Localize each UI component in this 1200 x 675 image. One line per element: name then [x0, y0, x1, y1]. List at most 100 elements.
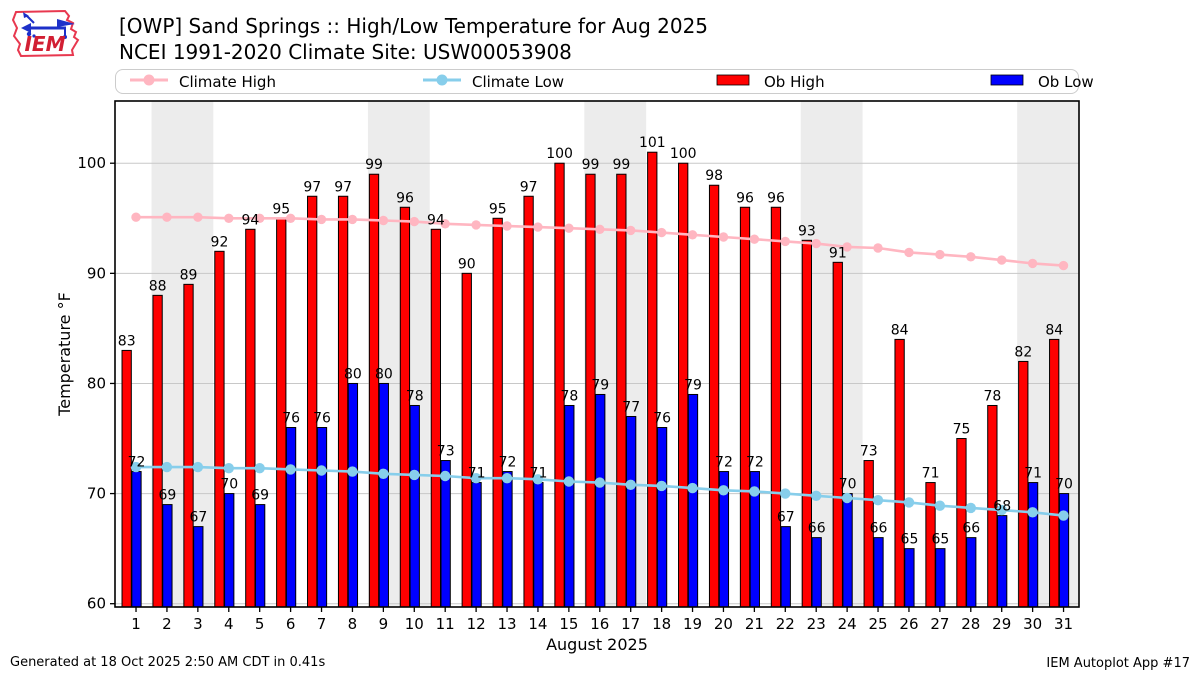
x-tick-label: 18	[652, 615, 671, 633]
climate-high-marker	[564, 223, 574, 233]
ob-high-value-label: 95	[272, 201, 290, 217]
ob-low-bar	[502, 471, 513, 608]
x-tick-label: 28	[961, 615, 980, 633]
climate-low-marker	[316, 465, 327, 476]
climate-high-marker	[285, 213, 296, 223]
x-tick-label: 5	[255, 615, 265, 633]
legend: Climate High Climate Low Ob High Ob Low	[115, 69, 1094, 94]
climate-low-marker	[1058, 510, 1069, 521]
ob-low-bar	[193, 526, 204, 608]
climate-low-marker	[470, 473, 482, 484]
ob-high-bar	[121, 349, 132, 608]
ob-low-bar	[873, 537, 884, 608]
ob-high-bar	[430, 228, 441, 608]
ob-low-value-label: 65	[931, 532, 949, 548]
ob-high-bar	[647, 151, 658, 608]
climate-low-marker	[254, 463, 265, 474]
ob-high-patch-swatch	[713, 72, 755, 92]
x-tick-label: 1	[131, 615, 141, 633]
y-tick-label: 90	[87, 264, 106, 282]
x-tick-label: 23	[807, 615, 826, 633]
ob-high-value-label: 96	[767, 190, 785, 206]
x-tick-label: 10	[405, 615, 424, 633]
x-tick-label: 30	[1023, 615, 1042, 633]
ob-high-bar	[554, 162, 565, 608]
climate-low-marker	[996, 504, 1007, 516]
ob-high-value-label: 100	[546, 146, 573, 162]
ob-high-value-label: 97	[334, 179, 352, 195]
generated-timestamp: Generated at 18 Oct 2025 2:50 AM CDT in …	[10, 655, 326, 670]
ob-high-value-label: 98	[705, 168, 723, 184]
ob-low-value-label: 70	[839, 477, 857, 493]
ob-high-bar	[801, 239, 813, 608]
ob-low-bar	[687, 393, 699, 608]
climate-high-marker	[471, 220, 481, 230]
climate-low-marker	[841, 492, 853, 504]
climate-high-line-swatch	[128, 72, 170, 92]
ob-low-value-label: 78	[560, 388, 578, 404]
ob-low-value-label: 70	[1055, 477, 1073, 493]
ob-low-patch-swatch	[987, 72, 1029, 92]
legend-label: Ob High	[764, 72, 825, 91]
ob-low-bar	[656, 427, 668, 608]
ob-low-bar	[224, 493, 235, 608]
ob-low-value-label: 66	[870, 521, 888, 537]
ob-high-value-label: 90	[458, 256, 476, 272]
climate-high-marker	[533, 222, 543, 232]
ob-high-bar	[183, 283, 194, 608]
x-tick-label: 24	[838, 615, 857, 633]
x-tick-label: 25	[868, 615, 887, 633]
legend-entry-climate-high: Climate High	[128, 70, 276, 93]
climate-high-marker	[193, 212, 203, 222]
x-tick-label: 14	[528, 615, 547, 633]
app-credit: IEM Autoplot App #17	[1046, 656, 1190, 671]
x-tick-label: 22	[776, 615, 795, 633]
ob-high-value-label: 96	[396, 190, 414, 206]
ob-low-bar	[966, 537, 977, 608]
climate-high-marker	[378, 215, 389, 226]
y-tick-label: 70	[87, 485, 106, 503]
ob-high-bar	[770, 206, 782, 608]
legend-patch-icon	[716, 74, 750, 85]
ob-low-value-label: 72	[499, 455, 517, 471]
ob-low-value-label: 71	[530, 466, 548, 482]
x-tick-label: 3	[193, 615, 203, 633]
x-tick-label: 12	[467, 615, 486, 633]
x-tick-label: 7	[317, 615, 327, 633]
legend-entry-climate-low: Climate Low	[421, 70, 564, 93]
ob-low-value-label: 72	[715, 455, 733, 471]
ob-low-bar	[811, 537, 822, 608]
x-tick-label: 31	[1054, 615, 1073, 633]
ob-high-value-label: 92	[211, 234, 229, 250]
climate-high-marker	[749, 234, 760, 244]
ob-high-bar	[708, 184, 720, 608]
plot-frame	[114, 100, 1080, 608]
ob-high-bar	[214, 250, 225, 608]
ob-low-bar	[595, 393, 606, 608]
climate-high-marker	[347, 214, 358, 225]
climate-low-marker	[285, 464, 296, 475]
x-tick-label: 11	[436, 615, 455, 633]
ob-low-bar	[997, 515, 1008, 608]
ob-high-value-label: 75	[953, 422, 971, 438]
x-tick-label: 15	[559, 615, 578, 633]
iem-logo: IEM	[11, 9, 80, 58]
x-tick-label: 27	[930, 615, 949, 633]
ob-low-value-label: 72	[746, 455, 764, 471]
x-tick-label: 4	[224, 615, 234, 633]
ob-high-value-label: 97	[303, 179, 321, 195]
ob-high-value-label: 101	[639, 135, 666, 151]
climate-high-marker	[316, 214, 327, 225]
climate-low-marker	[161, 461, 173, 473]
x-tick-label: 13	[497, 615, 516, 633]
x-tick-label: 20	[714, 615, 733, 633]
ob-high-bar	[307, 195, 318, 608]
climate-high-marker	[904, 247, 914, 258]
x-tick-label: 16	[590, 615, 609, 633]
ob-low-bar	[471, 482, 482, 608]
ob-high-bar	[368, 173, 380, 608]
ob-low-value-label: 67	[189, 510, 207, 526]
ob-low-value-label: 79	[591, 377, 609, 393]
x-tick-label: 9	[379, 615, 389, 633]
